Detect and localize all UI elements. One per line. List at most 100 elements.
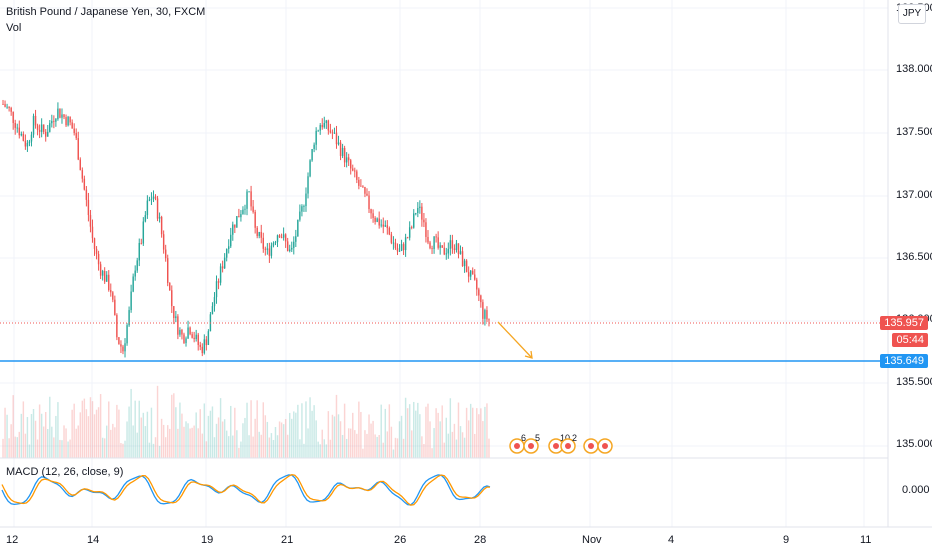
volume-bar [144, 426, 147, 458]
candle-body [366, 193, 368, 196]
volume-bar [445, 417, 447, 458]
volume-bar [193, 425, 195, 458]
volume-bar [228, 436, 230, 458]
candle-body [463, 260, 466, 267]
volume-bar [140, 417, 142, 458]
volume-bar [286, 434, 289, 458]
volume-bar [406, 408, 409, 458]
candle-body [270, 245, 273, 256]
candle-body [390, 234, 393, 243]
event-flag-icon [565, 443, 571, 449]
candle-body [329, 130, 332, 133]
volume-bar [352, 412, 354, 458]
countdown-tag: 05:44 [892, 333, 928, 347]
volume-bar [183, 426, 185, 458]
volume-bar [53, 437, 55, 458]
volume-bar [61, 440, 63, 458]
candle-body [325, 120, 328, 124]
volume-bar [120, 443, 122, 458]
candle-body [28, 141, 31, 143]
volume-bar [73, 403, 75, 458]
volume-bar [301, 403, 303, 458]
candle-body [234, 224, 236, 228]
candle-body [18, 127, 20, 136]
volume-bar [8, 438, 10, 458]
volume-bar [128, 406, 130, 458]
candle-body [228, 246, 230, 249]
volume-bar [103, 438, 106, 458]
time-tick: 14 [87, 534, 99, 546]
candle-body [24, 140, 27, 147]
volume-bar [34, 420, 37, 458]
volume-bar [437, 412, 439, 458]
candle-body [230, 234, 232, 247]
candle-body [136, 260, 138, 271]
candle-body [437, 237, 439, 248]
volume-bar [69, 439, 71, 458]
projection-arrow[interactable] [497, 321, 533, 359]
volume-bar [26, 417, 29, 458]
candle-body [433, 236, 435, 250]
candle-body [262, 237, 264, 249]
volume-bar [484, 406, 486, 458]
volume-bar [250, 400, 252, 458]
volume-bar [358, 401, 360, 458]
candle-body [10, 107, 12, 112]
candle-body [63, 114, 65, 118]
candle-body [427, 236, 429, 243]
volume-bar [185, 421, 187, 458]
currency-button[interactable]: JPY [898, 4, 926, 24]
candle-body [197, 334, 199, 345]
candle-body [327, 120, 330, 131]
arrow-head [524, 350, 533, 359]
volume-bar [177, 428, 179, 458]
volume-bar [142, 412, 145, 458]
volume-bar [270, 433, 273, 458]
candle-body [199, 344, 201, 347]
candle-body [335, 132, 338, 145]
candle-body [364, 187, 366, 194]
candle-body [360, 185, 362, 187]
candle-body [175, 316, 177, 319]
candle-body [34, 115, 37, 126]
candle-body [472, 270, 474, 275]
volume-bar [260, 434, 262, 458]
candle-body [321, 125, 323, 128]
volume-bar [244, 417, 246, 458]
volume-bar [455, 439, 458, 458]
candle-body [297, 219, 299, 237]
candle-body [486, 310, 488, 320]
volume-bar [238, 447, 240, 458]
candle-body [317, 130, 319, 132]
price-tick: 137.000 [896, 189, 932, 201]
candle-body [36, 125, 39, 130]
candle-body [280, 237, 283, 239]
candle-body [476, 279, 478, 290]
candle-body [221, 266, 224, 269]
candle-body [6, 106, 8, 108]
volume-bar [486, 403, 488, 458]
volume-bar [14, 436, 16, 458]
candle-body [16, 127, 18, 129]
volume-bar [370, 423, 372, 458]
candle-body [95, 248, 98, 254]
candle-body [319, 125, 321, 131]
candle-body [376, 218, 378, 222]
volume-bar [106, 425, 108, 458]
event-flag-icon [514, 443, 520, 449]
volume-bar [240, 441, 242, 458]
time-tick: 19 [201, 534, 213, 546]
candle-body [431, 248, 433, 250]
volume-bar [126, 421, 128, 458]
volume-bar [343, 403, 346, 458]
volume-bar [396, 438, 399, 458]
volume-bar [154, 437, 157, 458]
candle-body [156, 198, 159, 219]
volume-bar [423, 444, 425, 458]
economic-events[interactable]: 6 5 10 2 [509, 433, 613, 454]
volume-bar [482, 421, 484, 458]
candle-body [423, 219, 425, 223]
volume-bar [474, 433, 476, 458]
volume-bar [431, 448, 433, 458]
